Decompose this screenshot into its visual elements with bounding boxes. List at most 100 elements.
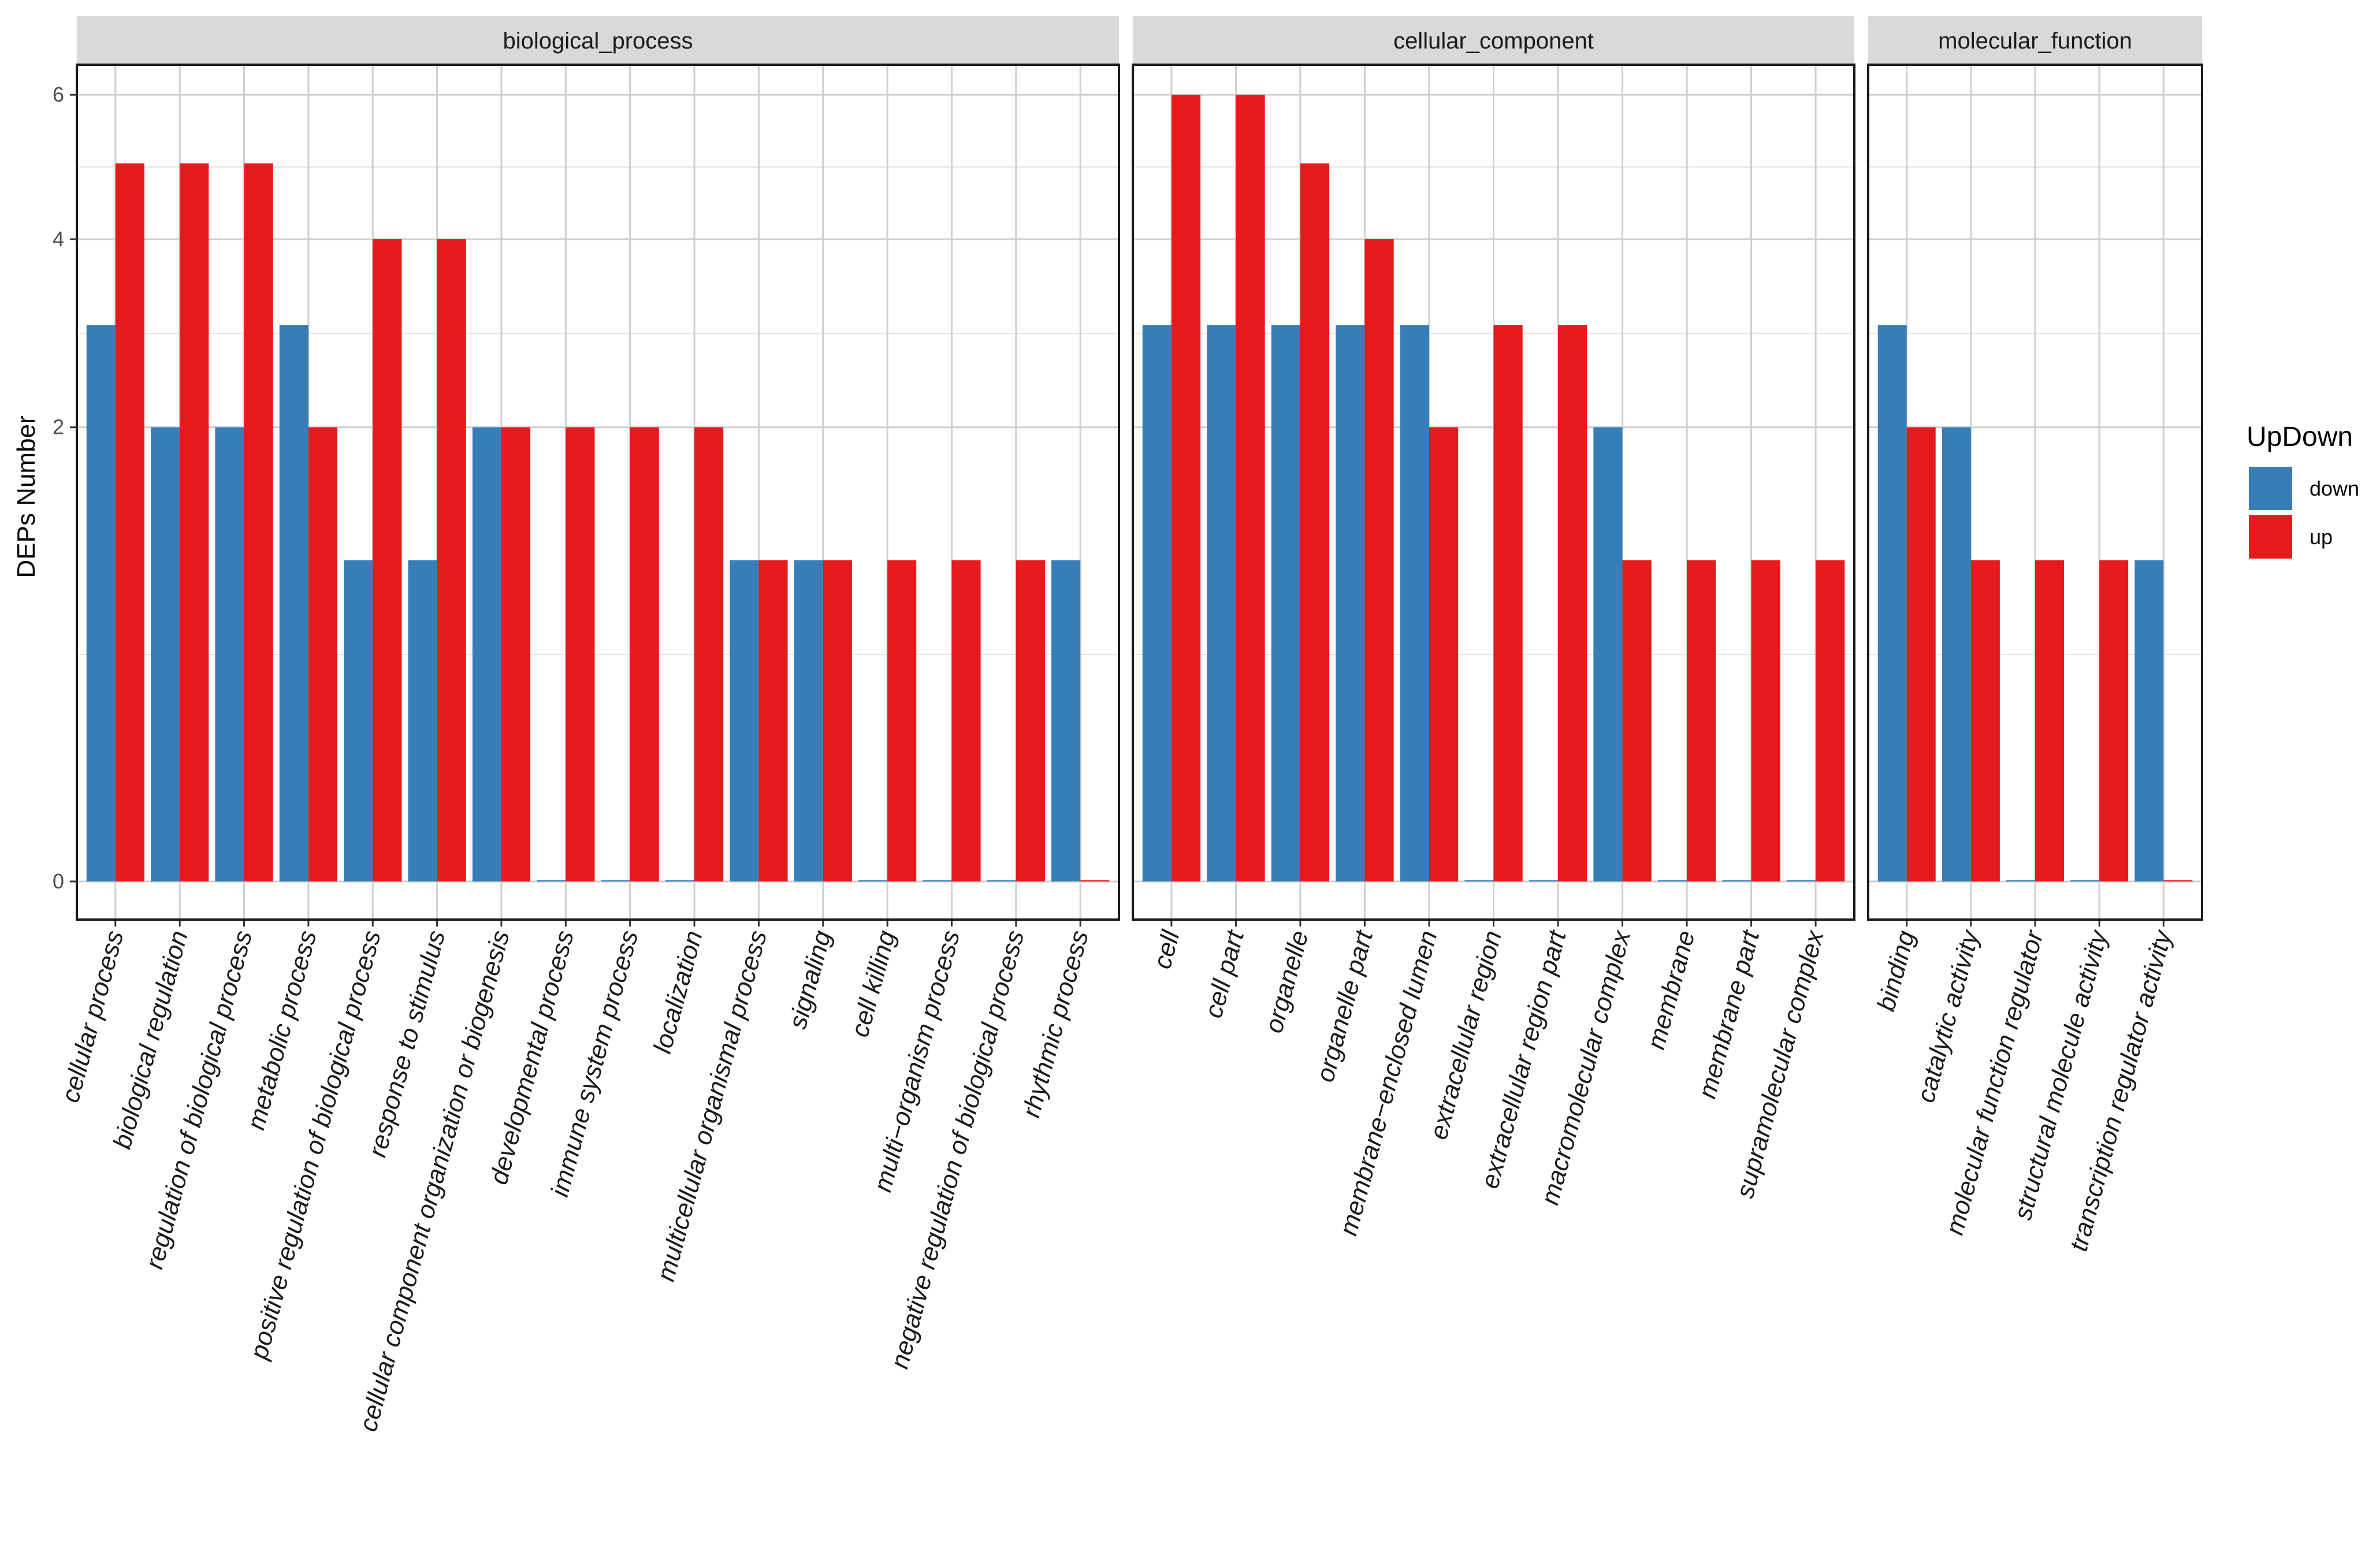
bar-up-organelle — [1300, 163, 1330, 881]
x-tick-label-cell-killing: cell killing — [846, 927, 901, 1040]
bar-down-macromolecular-complex — [1593, 427, 1623, 881]
x-tick-label-localization: localization — [648, 928, 708, 1056]
facet-strip — [1133, 16, 1854, 65]
bar-up-cellular-process — [115, 163, 144, 881]
bar-down-membrane-enclosed-lumen — [1400, 325, 1429, 881]
bar-up-positive-regulation-of-biological-process — [373, 239, 402, 882]
bar-up-response-to-stimulus — [437, 239, 466, 882]
bar-up-structural-molecule-activity — [2099, 560, 2129, 881]
facet-strip — [77, 16, 1119, 65]
bar-up-regulation-of-biological-process — [244, 163, 273, 881]
bar-up-biological-regulation — [180, 163, 209, 881]
x-tick-label-binding: binding — [1872, 927, 1920, 1014]
y-tick-label: 0 — [53, 869, 64, 893]
x-tick-label-membrane-part: membrane part — [1693, 927, 1765, 1102]
x-tick-label-rhythmic-process: rhythmic process — [1017, 928, 1094, 1121]
bar-down-cellular-component-organization-or-biogenesis — [472, 427, 501, 881]
bar-down-positive-regulation-of-biological-process — [344, 560, 373, 881]
bar-down-immune-system-process — [601, 880, 630, 881]
bar-down-extracellular-region — [1464, 880, 1494, 881]
bar-up-rhythmic-process — [1080, 880, 1110, 881]
x-tick-label-cell: cell — [1148, 927, 1185, 972]
legend-key-up — [2249, 515, 2292, 559]
y-tick-label: 6 — [53, 83, 64, 106]
y-tick-label: 4 — [53, 227, 64, 251]
bar-down-metabolic-process — [279, 325, 308, 881]
y-tick-label: 2 — [53, 415, 64, 439]
x-tick-label-metabolic-process: metabolic process — [241, 928, 322, 1133]
panel-border — [1132, 64, 1855, 921]
legend-label-up: up — [2310, 525, 2333, 549]
bar-down-developmental-process — [537, 880, 566, 881]
panel-border — [76, 64, 1120, 921]
bar-up-molecular-function-regulator — [2035, 560, 2065, 881]
bar-up-immune-system-process — [630, 427, 659, 881]
bar-down-extracellular-region-part — [1529, 880, 1559, 881]
facet-strip — [1868, 16, 2202, 65]
bar-down-membrane-part — [1722, 880, 1751, 881]
bar-down-organelle-part — [1336, 325, 1365, 881]
bar-down-multi-organism-process — [923, 880, 952, 881]
bar-up-extracellular-region-part — [1558, 325, 1587, 881]
bar-down-biological-regulation — [151, 427, 180, 881]
bar-down-membrane — [1657, 880, 1687, 881]
legend-key-down — [2249, 467, 2292, 510]
panel-border — [1867, 64, 2203, 921]
bar-down-supramolecular-complex — [1786, 880, 1816, 881]
bar-down-binding — [1877, 325, 1907, 881]
x-tick-label-membrane: membrane — [1642, 928, 1701, 1052]
bar-down-negative-regulation-of-biological-process — [987, 880, 1016, 881]
bar-up-localization — [694, 427, 724, 881]
y-axis-title: DEPs Number — [12, 415, 40, 578]
bar-down-cell-part — [1207, 325, 1236, 881]
legend: UpDown down up — [2247, 422, 2359, 559]
x-tick-label-organelle: organelle — [1259, 928, 1314, 1036]
x-tick-label-signaling: signaling — [783, 927, 836, 1032]
bar-up-cell-killing — [887, 560, 917, 881]
bar-up-transcription-regulator-activity — [2163, 880, 2193, 881]
bar-up-multi-organism-process — [951, 560, 981, 881]
bar-up-multicellular-organismal-process — [758, 560, 788, 881]
bar-up-organelle-part — [1364, 239, 1394, 882]
bar-down-structural-molecule-activity — [2070, 880, 2100, 881]
bar-up-negative-regulation-of-biological-process — [1016, 560, 1045, 881]
bar-up-membrane-part — [1751, 560, 1780, 881]
bar-up-binding — [1906, 427, 1936, 881]
bar-down-regulation-of-biological-process — [215, 427, 244, 881]
y-axis: 0 2 4 6 — [53, 83, 77, 893]
bar-up-extracellular-region — [1493, 325, 1523, 881]
bar-up-cell — [1171, 95, 1201, 882]
bar-down-catalytic-activity — [1942, 427, 1971, 881]
bar-down-response-to-stimulus — [408, 560, 437, 881]
bar-up-metabolic-process — [308, 427, 337, 881]
bar-down-molecular-function-regulator — [2006, 880, 2035, 881]
legend-label-down: down — [2310, 477, 2359, 500]
x-tick-label-catalytic-activity: catalytic activity — [1912, 926, 1985, 1106]
bar-up-cell-part — [1236, 95, 1265, 882]
bar-down-cell-killing — [858, 880, 888, 881]
bar-up-developmental-process — [566, 427, 595, 881]
x-tick-label-extracellular-region: extracellular region — [1425, 928, 1508, 1143]
x-tick-label-organelle-part: organelle part — [1311, 927, 1378, 1085]
bar-down-organelle — [1271, 325, 1300, 881]
bar-up-signaling — [823, 560, 852, 881]
bar-down-rhythmic-process — [1051, 560, 1081, 881]
facet-strip-label: biological_process — [503, 28, 693, 54]
bar-up-cellular-component-organization-or-biogenesis — [501, 427, 531, 881]
facet-strip-label: molecular_function — [1938, 28, 2132, 54]
x-tick-label-cellular-process: cellular process — [56, 928, 129, 1106]
bar-up-supramolecular-complex — [1816, 560, 1845, 881]
bar-up-membrane — [1687, 560, 1716, 881]
bar-down-signaling — [794, 560, 823, 881]
bar-down-cell — [1142, 325, 1172, 881]
bar-up-catalytic-activity — [1970, 560, 2000, 881]
bar-down-localization — [665, 880, 695, 881]
legend-title: UpDown — [2247, 422, 2353, 452]
bar-down-multicellular-organismal-process — [730, 560, 759, 881]
bar-down-transcription-regulator-activity — [2134, 560, 2164, 881]
bar-up-macromolecular-complex — [1622, 560, 1652, 881]
